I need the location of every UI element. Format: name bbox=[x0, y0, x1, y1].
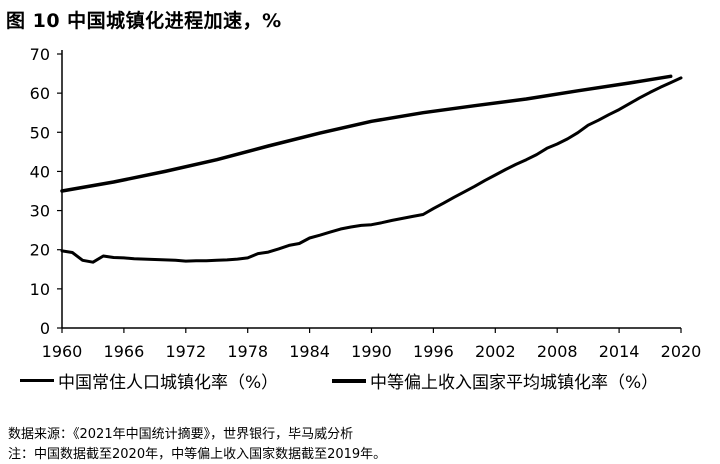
y-tick-label: 0 bbox=[40, 319, 50, 338]
legend-label-upper-middle: 中等偏上收入国家平均城镇化率（%） bbox=[370, 373, 659, 393]
x-tick-label: 1978 bbox=[227, 342, 268, 361]
y-tick-label: 60 bbox=[30, 84, 50, 103]
chart-axes: 0 10 20 30 40 50 60 70 1960 1966 1972 1978 1984 1990 1… bbox=[30, 45, 702, 361]
series-line-upper-middle bbox=[60, 74, 673, 193]
x-tick-label: 1984 bbox=[289, 342, 330, 361]
y-tick-label: 30 bbox=[30, 202, 50, 221]
x-tick-label: 1960 bbox=[42, 342, 83, 361]
chart-legend: 中国常住人口城镇化率（%） 中等偏上收入国家平均城镇化率（%） bbox=[0, 368, 720, 398]
x-tick-label: 1966 bbox=[104, 342, 145, 361]
x-tick-label: 2002 bbox=[475, 342, 516, 361]
legend-swatch-upper-middle bbox=[332, 378, 366, 383]
x-tick-label: 1990 bbox=[351, 342, 392, 361]
footnote: 注：中国数据截至2020年，中等偏上收入国家数据截至2019年。 bbox=[8, 447, 387, 462]
y-tick-label: 10 bbox=[30, 280, 50, 299]
legend-item-china: 中国常住人口城镇化率（%） bbox=[20, 368, 278, 393]
x-tick-label: 2014 bbox=[599, 342, 640, 361]
source-note: 数据来源：《2021年中国统计摘要》，世界银行，毕马威分析 bbox=[8, 427, 354, 442]
x-tick-label: 2008 bbox=[537, 342, 578, 361]
x-tick-label: 1972 bbox=[165, 342, 206, 361]
y-tick-label: 40 bbox=[30, 162, 50, 181]
legend-label-china: 中国常住人口城镇化率（%） bbox=[58, 373, 279, 393]
x-tick-label: 2020 bbox=[661, 342, 702, 361]
y-tick-label: 20 bbox=[30, 241, 50, 260]
chart-title: 图 10 中国城镇化进程加速，% bbox=[6, 10, 282, 32]
series-line-china bbox=[60, 76, 683, 264]
legend-swatch-china bbox=[20, 379, 54, 382]
legend-item-upper-middle: 中等偏上收入国家平均城镇化率（%） bbox=[332, 368, 658, 393]
y-tick-label: 50 bbox=[30, 123, 50, 142]
chart-series bbox=[60, 74, 683, 264]
y-tick-label: 70 bbox=[30, 45, 50, 64]
x-tick-label: 1996 bbox=[413, 342, 454, 361]
